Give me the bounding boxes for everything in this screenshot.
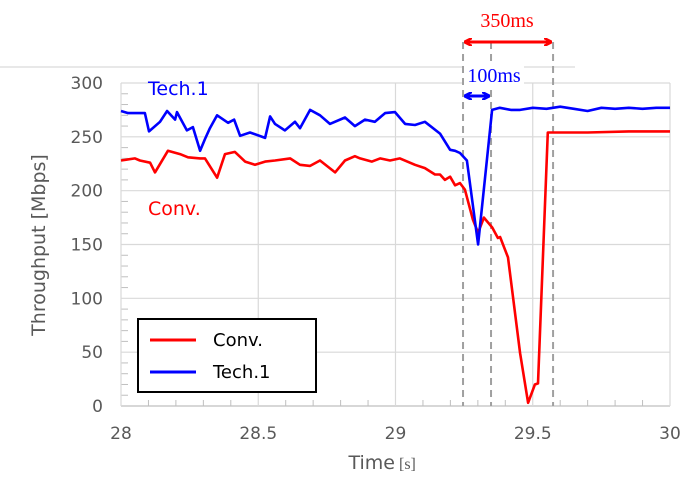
x-tick-label: 28.5: [239, 424, 277, 444]
y-tick-label: 300: [71, 74, 103, 94]
y-tick-label: 150: [71, 236, 103, 256]
x-axis-unit: [s]: [399, 456, 416, 473]
annotation-100ms-label: 100ms: [467, 65, 521, 87]
tick-labels: 0 50 100 150 200 250 300 28 28.5 29 29.5 30: [71, 74, 681, 444]
series-label-conv: Conv.: [148, 198, 201, 220]
legend: Conv. Tech.1: [137, 318, 317, 393]
series-line-tech1: [120, 105, 670, 246]
x-axis-title: Time: [348, 452, 396, 474]
y-axis-title: Throughput [Mbps]: [28, 154, 50, 337]
x-tick-label: 28: [110, 424, 132, 444]
series-label-tech1: Tech.1: [147, 78, 209, 100]
annotation-350ms: 350ms: [465, 6, 551, 42]
reference-lines: [462, 42, 555, 406]
series-line-conv: [120, 130, 670, 405]
legend-label-conv: Conv.: [213, 330, 263, 351]
y-tick-label: 50: [81, 343, 103, 363]
x-tick-label: 29.5: [514, 424, 552, 444]
y-tick-label: 200: [71, 182, 103, 202]
x-tick-label: 30: [659, 424, 681, 444]
y-tick-label: 250: [71, 128, 103, 148]
y-tick-label: 0: [92, 397, 103, 417]
annotation-100ms: 100ms: [464, 62, 524, 96]
series-lines: [120, 105, 670, 405]
annotation-350ms-label: 350ms: [480, 10, 534, 32]
x-tick-label: 29: [385, 424, 407, 444]
legend-label-tech1: Tech.1: [212, 362, 271, 383]
y-tick-label: 100: [71, 289, 103, 309]
